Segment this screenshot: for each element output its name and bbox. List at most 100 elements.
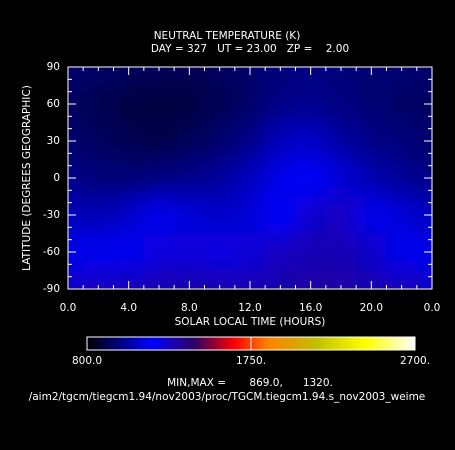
colorbar-swatch [276,337,278,350]
colorbar-swatch [388,337,390,350]
colorbar-swatch [194,337,196,350]
heat-cell [386,270,418,289]
heat-cell [265,122,296,160]
x-tick-label: 16.0 [299,302,322,314]
colorbar-swatch [315,337,317,350]
colorbar-swatch [311,337,313,350]
colorbar-swatch [151,337,153,350]
heat-cell [204,67,236,86]
colorbar-swatch [138,337,140,350]
colorbar-swatch [305,337,307,350]
heat-cell [416,122,432,160]
colorbar-swatch [147,337,149,350]
colorbar-swatch [408,337,410,350]
colorbar-swatch [219,337,221,350]
x-tick-label: 20.0 [360,302,383,314]
heat-cell [143,67,175,86]
colorbar-swatch [330,337,332,350]
x-tick-label: 0.0 [424,302,441,314]
colorbar-swatch [235,337,237,350]
colorbar-swatch [372,337,374,350]
colorbar-swatch [249,337,251,350]
y-axis-label: LATITUDE (DEGREES GEOGRAPHIC) [21,85,33,271]
heat-cell [416,233,432,271]
colorbar-swatch [410,337,412,350]
colorbar-swatch [164,337,166,350]
heat-cell [386,85,418,123]
colorbar-swatch [214,337,216,350]
colorbar-swatch [307,337,309,350]
colorbar-swatch [292,337,294,350]
heat-cell [295,67,327,86]
colorbar-swatch [257,337,259,350]
colorbar-swatch [289,337,291,350]
colorbar-swatch [270,337,272,350]
colorbar-swatch [348,337,350,350]
colorbar-swatch [205,337,207,350]
colorbar-swatch [268,337,270,350]
colorbar-swatch [213,337,215,350]
colorbar-swatch [263,337,265,350]
colorbar-swatch [166,337,168,350]
colorbar-swatch [137,337,139,350]
colorbar-swatch [325,337,327,350]
heat-cell [68,67,84,86]
colorbar-swatch [413,337,415,350]
colorbar-swatch [208,337,210,350]
colorbar-swatch [110,337,112,350]
colorbar-swatch [272,337,274,350]
colorbar-swatch [407,337,409,350]
colorbar-swatch [392,337,394,350]
heat-cell [143,270,175,289]
y-tick-label: 0 [53,172,60,184]
colorbar-swatch [334,337,336,350]
colorbar-swatch [271,337,273,350]
heat-cell [234,122,266,160]
colorbar-swatch [259,337,261,350]
heat-cell [83,270,114,289]
heat-cell [204,85,236,123]
heat-cell [265,67,296,86]
colorbar-swatch [349,337,351,350]
colorbar-swatch [124,337,126,350]
colorbar-swatch [331,337,333,350]
colorbar-swatch [258,337,260,350]
heat-cell [265,233,296,271]
heat-cell [416,159,432,197]
colorbar-swatch [343,337,345,350]
colorbar-swatch [368,337,370,350]
colorbar-swatch [102,337,104,350]
colorbar-swatch [321,337,323,350]
minmax-text: MIN,MAX = 869.0, 1320. [167,377,333,389]
colorbar-swatch [159,337,161,350]
colorbar-swatch [352,337,354,350]
colorbar-swatch [351,337,353,350]
colorbar-swatch [96,337,98,350]
heat-cell [295,159,327,197]
y-tick-label: 90 [47,61,60,73]
colorbar-swatch [125,337,127,350]
colorbar-swatch [222,337,224,350]
colorbar-swatch [182,337,184,350]
colorbar-swatch [237,337,239,350]
heat-cell [295,85,327,123]
colorbar-swatch [398,337,400,350]
colorbar-swatch [148,337,150,350]
colorbar-swatch [243,337,245,350]
heat-cell [204,122,236,160]
colorbar-swatch [192,337,194,350]
colorbar-swatch [402,337,404,350]
colorbar-swatch [239,337,241,350]
colorbar-swatch [126,337,128,350]
chart-title: NEUTRAL TEMPERATURE (K) [154,30,301,42]
colorbar-swatch [353,337,355,350]
colorbar-swatch [242,337,244,350]
colorbar-swatch [373,337,375,350]
colorbar-swatch [262,337,264,350]
colorbar-swatch [344,337,346,350]
colorbar-swatch [333,337,335,350]
colorbar-swatch [228,337,230,350]
colorbar-swatch [360,337,362,350]
colorbar-swatch [260,337,262,350]
